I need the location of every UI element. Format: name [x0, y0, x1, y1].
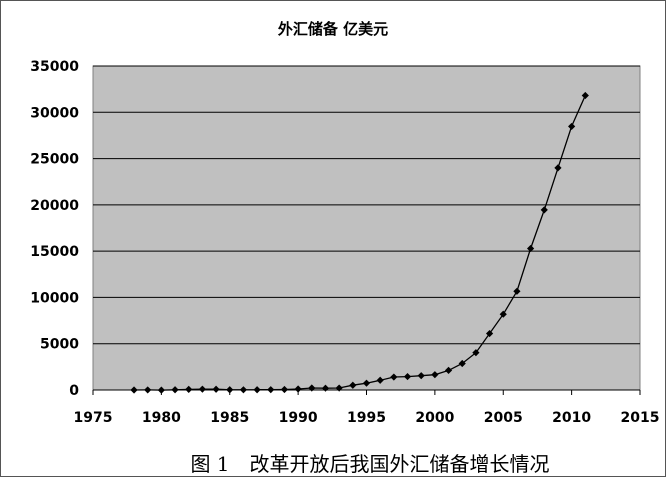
data-point-marker	[581, 91, 589, 100]
data-point-marker	[362, 379, 371, 387]
data-point-marker	[157, 386, 165, 394]
data-point-marker	[485, 329, 494, 338]
data-point-marker	[185, 385, 193, 393]
data-point-marker	[568, 122, 576, 131]
x-tick-label: 1980	[142, 410, 181, 426]
data-point-marker	[198, 385, 206, 393]
data-point-marker	[554, 164, 562, 172]
x-tick-label: 2010	[552, 410, 591, 426]
gridlines	[93, 65, 640, 391]
x-axis-ticks: 1975 1980 1985 1990 1995 2000 2005 2010 2015	[74, 390, 660, 426]
data-point-marker	[253, 386, 261, 394]
data-point-marker	[527, 244, 535, 253]
y-tick-label: 5000	[40, 337, 79, 353]
data-point-marker	[308, 384, 316, 392]
data-point-marker	[403, 372, 412, 381]
chart-title: 外汇储备 亿美元	[277, 20, 389, 38]
x-tick-label: 1975	[74, 410, 113, 426]
x-tick-label: 2015	[621, 410, 660, 426]
data-point-marker	[144, 386, 152, 394]
y-tick-label: 20000	[30, 198, 79, 214]
data-point-marker	[130, 386, 138, 394]
data-point-marker	[417, 372, 425, 380]
data-markers	[130, 91, 589, 394]
data-point-marker	[171, 386, 179, 394]
data-point-marker	[321, 384, 330, 392]
figure-caption: 图 1 改革开放后我国外汇储备增长情况	[190, 452, 550, 476]
plot-area	[92, 65, 641, 391]
y-tick-label: 10000	[30, 290, 79, 306]
data-point-marker	[444, 366, 453, 374]
y-tick-label: 0	[69, 383, 79, 399]
data-point-marker	[239, 386, 248, 394]
data-point-marker	[280, 385, 289, 394]
x-tick-label: 1995	[347, 410, 386, 426]
y-tick-label: 15000	[30, 244, 79, 260]
x-tick-label: 1985	[210, 410, 249, 426]
data-point-marker	[376, 376, 384, 384]
data-point-marker	[294, 385, 302, 393]
series-line	[133, 95, 586, 391]
data-point-marker	[472, 349, 480, 357]
x-tick-label: 2000	[415, 410, 454, 426]
data-point-marker	[349, 381, 357, 389]
x-tick-label: 1990	[279, 410, 318, 426]
data-point-marker	[267, 386, 275, 394]
y-axis-ticks: 0 5000 10000 15000 20000 25000 30000 35000	[30, 59, 79, 399]
data-point-marker	[458, 359, 466, 368]
data-point-marker	[390, 373, 398, 381]
x-tick-label: 2005	[484, 410, 523, 426]
data-point-marker	[513, 287, 521, 295]
data-point-marker	[499, 310, 507, 318]
y-tick-label: 30000	[30, 105, 79, 121]
data-point-marker	[540, 206, 548, 214]
y-tick-label: 35000	[30, 59, 79, 75]
data-point-marker	[335, 384, 343, 392]
data-point-marker	[431, 371, 439, 379]
data-point-marker	[226, 386, 234, 394]
data-point-marker	[212, 385, 220, 393]
y-tick-label: 25000	[30, 152, 79, 168]
